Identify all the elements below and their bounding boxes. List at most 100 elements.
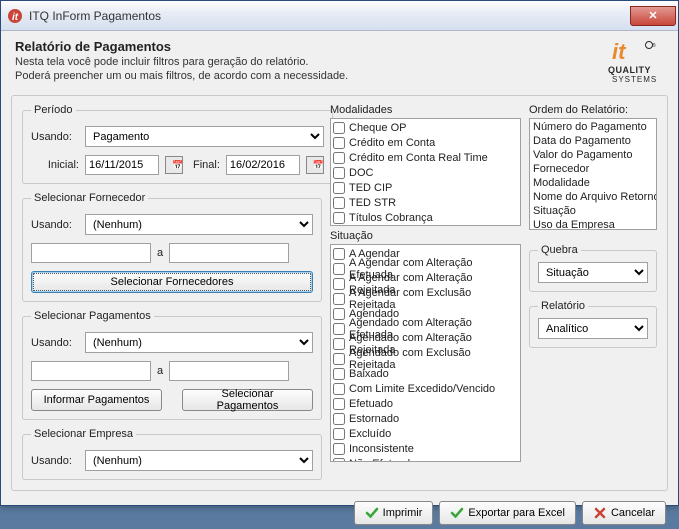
pagamentos-legend: Selecionar Pagamentos	[31, 310, 154, 322]
modalidades-list[interactable]: Cheque OP Crédito em ContaCrédito em Cont…	[330, 118, 521, 226]
checkbox[interactable]	[333, 443, 345, 455]
checkbox[interactable]	[333, 212, 345, 224]
situacao-list[interactable]: A AgendarA Agendar com Alteração Efetuad…	[330, 244, 521, 462]
fornecedor-range-separator: a	[157, 247, 163, 259]
periodo-final-input[interactable]	[226, 155, 300, 175]
checklist-item[interactable]: DOC	[333, 165, 518, 180]
checkbox[interactable]	[333, 383, 345, 395]
pagamentos-from-input[interactable]	[31, 361, 151, 381]
checkbox[interactable]	[333, 167, 345, 179]
checkbox[interactable]	[333, 368, 345, 380]
checkbox[interactable]	[333, 152, 345, 164]
page-subtitle-2: Poderá preencher um ou mais filtros, de …	[15, 70, 606, 82]
close-button[interactable]: ✕	[630, 6, 676, 26]
order-list-item[interactable]: Uso da Empresa	[533, 218, 653, 230]
checklist-item[interactable]: A Agendar com Exclusão Rejeitada	[333, 291, 518, 306]
checklist-item[interactable]: Agendado com Exclusão Rejeitada	[333, 351, 518, 366]
cancelar-label: Cancelar	[611, 507, 655, 519]
checkbox[interactable]	[333, 122, 345, 134]
header-text: Relatório de Pagamentos Nesta tela você …	[15, 39, 606, 83]
checklist-item-label: TED STR	[349, 197, 396, 209]
exportar-excel-button[interactable]: Exportar para Excel	[439, 501, 576, 525]
cancelar-button[interactable]: Cancelar	[582, 501, 666, 525]
fornecedor-usando-select[interactable]: (Nenhum)	[85, 214, 313, 235]
checkbox[interactable]	[333, 353, 345, 365]
checklist-item[interactable]: Crédito em Conta Real Time	[333, 150, 518, 165]
fornecedor-legend: Selecionar Fornecedor	[31, 192, 148, 204]
imprimir-button[interactable]: Imprimir	[354, 501, 434, 525]
checklist-item-label: Não Efetuado	[349, 458, 416, 463]
quebra-select[interactable]: Situação	[538, 262, 648, 283]
checklist-item[interactable]: Cheque OP	[333, 120, 518, 135]
checkbox[interactable]	[333, 137, 345, 149]
checkbox[interactable]	[333, 398, 345, 410]
column-right: Ordem do Relatório: Número do PagamentoD…	[529, 104, 657, 480]
checklist-item[interactable]: Estornado	[333, 411, 518, 426]
informar-pagamentos-button[interactable]: Informar Pagamentos	[31, 389, 162, 411]
ordem-list[interactable]: Número do PagamentoData do PagamentoValo…	[529, 118, 657, 230]
pagamentos-to-input[interactable]	[169, 361, 289, 381]
checkbox[interactable]	[333, 308, 345, 320]
selecionar-pagamentos-button[interactable]: Selecionar Pagamentos	[182, 389, 313, 411]
checkbox[interactable]	[333, 182, 345, 194]
fornecedor-to-input[interactable]	[169, 243, 289, 263]
column-middle: Modalidades Cheque OPCrédito em ContaCré…	[330, 104, 521, 480]
checklist-item[interactable]: Inconsistente	[333, 441, 518, 456]
fornecedor-usando-label: Usando:	[31, 219, 79, 231]
x-red-icon	[593, 506, 607, 520]
order-list-item[interactable]: Fornecedor	[533, 162, 653, 176]
checkbox[interactable]	[333, 428, 345, 440]
order-list-item[interactable]: Modalidade	[533, 176, 653, 190]
situacao-label: Situação	[330, 230, 521, 242]
svg-text:®: ®	[652, 42, 656, 49]
page-title: Relatório de Pagamentos	[15, 39, 606, 54]
checklist-item-label: TED CIP	[349, 182, 392, 194]
order-list-item[interactable]: Data do Pagamento	[533, 134, 653, 148]
checklist-item[interactable]: Não Efetuado	[333, 456, 518, 462]
order-list-item[interactable]: Situação	[533, 204, 653, 218]
checkbox[interactable]	[333, 413, 345, 425]
page-subtitle-1: Nesta tela você pode incluir filtros par…	[15, 56, 606, 68]
checkbox[interactable]	[333, 278, 345, 290]
pagamentos-group: Selecionar Pagamentos Usando: (Nenhum) a…	[22, 310, 322, 420]
pagamentos-usando-label: Usando:	[31, 337, 79, 349]
checklist-item[interactable]: Com Limite Excedido/Vencido	[333, 381, 518, 396]
selecionar-fornecedores-button[interactable]: Selecionar Fornecedores	[31, 271, 313, 293]
pagamentos-usando-select[interactable]: (Nenhum)	[85, 332, 313, 353]
checklist-item[interactable]: TED STR	[333, 195, 518, 210]
order-list-item[interactable]: Nome do Arquivo Retorno	[533, 190, 653, 204]
periodo-inicial-input[interactable]	[85, 155, 159, 175]
periodo-group: Período Usando: Pagamento Inicial: 📅 Fin…	[22, 104, 333, 184]
checkbox[interactable]	[333, 197, 345, 209]
header: Relatório de Pagamentos Nesta tela você …	[1, 31, 678, 89]
checklist-item[interactable]: Efetuado	[333, 396, 518, 411]
checkbox[interactable]	[333, 458, 345, 463]
empresa-usando-select[interactable]: (Nenhum)	[85, 450, 313, 471]
periodo-usando-select[interactable]: Pagamento	[85, 126, 324, 147]
order-list-item[interactable]: Valor do Pagamento	[533, 148, 653, 162]
periodo-usando-label: Usando:	[31, 131, 79, 143]
checkbox[interactable]	[333, 293, 345, 305]
quebra-group: Quebra Situação	[529, 244, 657, 292]
checkbox[interactable]	[333, 338, 345, 350]
checklist-item[interactable]: Crédito em Conta	[333, 135, 518, 150]
checkbox[interactable]	[333, 248, 345, 260]
periodo-legend: Período	[31, 104, 76, 116]
checkbox[interactable]	[333, 263, 345, 275]
order-list-item[interactable]: Número do Pagamento	[533, 120, 653, 134]
periodo-inicial-calendar-icon[interactable]: 📅	[165, 156, 183, 174]
it-quality-logo: it ® QUALITY SYSTEMS	[606, 39, 664, 83]
periodo-final-calendar-icon[interactable]: 📅	[306, 156, 324, 174]
checklist-item-label: Baixado	[349, 368, 389, 380]
checklist-item[interactable]: Excluído	[333, 426, 518, 441]
relatorio-select[interactable]: Analítico	[538, 318, 648, 339]
checklist-item[interactable]: Títulos Cobrança	[333, 210, 518, 225]
checklist-item-label: Crédito em Conta	[349, 137, 435, 149]
fornecedor-from-input[interactable]	[31, 243, 151, 263]
checklist-item[interactable]: TED CIP	[333, 180, 518, 195]
relatorio-group: Relatório Analítico	[529, 300, 657, 348]
checklist-item-label: Títulos Cobrança	[349, 212, 433, 224]
checkbox[interactable]	[333, 323, 345, 335]
window-title: ITQ InForm Pagamentos	[29, 9, 630, 23]
app-window: it ITQ InForm Pagamentos ✕ Relatório de …	[0, 0, 679, 506]
